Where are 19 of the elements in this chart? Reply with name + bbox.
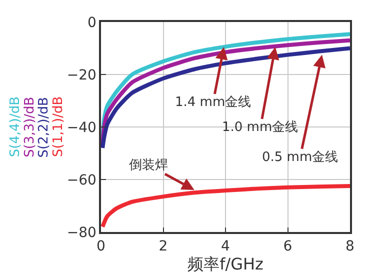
annotation: 1.4 mm金线 xyxy=(175,95,252,110)
y-tick-label: 0 xyxy=(88,14,96,31)
annotation: 1.0 mm金线 xyxy=(222,120,298,135)
y-tick-label: −20 xyxy=(66,67,96,84)
x-tick-label: 8 xyxy=(346,238,354,255)
y-tick-label: −80 xyxy=(66,224,96,241)
text: S(3,3)/dB xyxy=(22,96,38,158)
x-tick-label: 6 xyxy=(283,238,292,255)
line-series xyxy=(101,184,350,229)
text: S(2,2)/dB xyxy=(36,97,52,158)
annotation: 倒装焊 xyxy=(129,158,168,173)
x-tick-label: 4 xyxy=(221,238,230,255)
annotation: 0.5 mm金线 xyxy=(262,150,338,165)
text: S(4,4)/dB xyxy=(8,96,24,158)
text: S(1,1)/dB xyxy=(51,96,66,157)
x-tick-label: 2 xyxy=(158,238,168,255)
y-tick-label: −60 xyxy=(66,172,96,188)
x-axis-title: 频率f/GHz xyxy=(188,254,264,274)
y-tick-label: −40 xyxy=(66,120,96,136)
